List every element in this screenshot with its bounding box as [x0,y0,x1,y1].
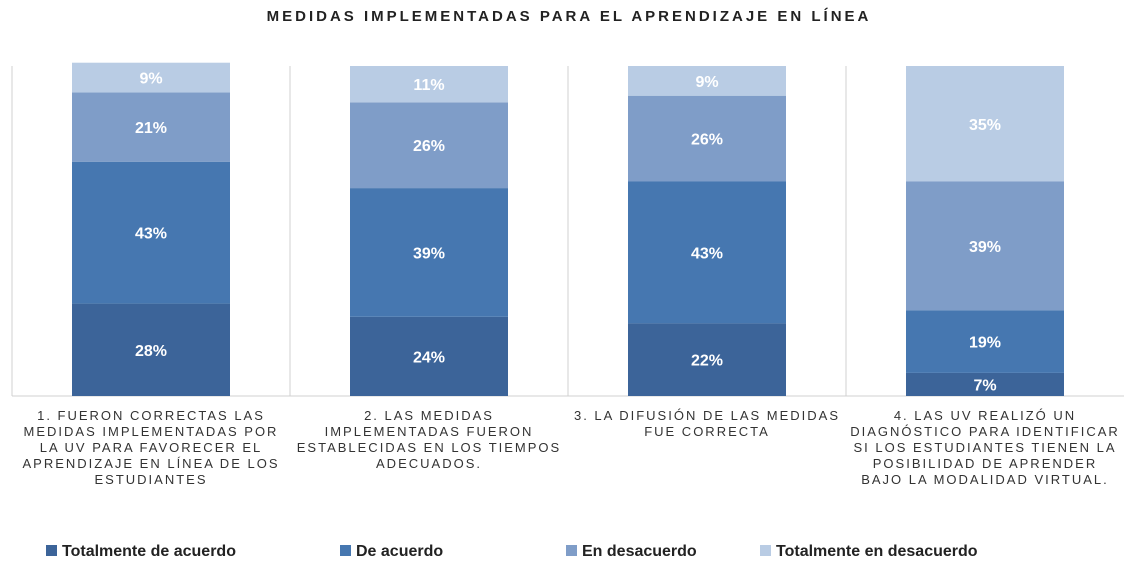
bar-segment [628,323,786,396]
bar-segment [72,62,230,93]
legend-entry: En desacuerdo [566,543,697,561]
chart-title: MEDIDAS IMPLEMENTADAS PARA EL APRENDIZAJ… [266,8,872,25]
value-label: 24% [413,349,445,366]
value-label: 19% [969,335,1001,352]
value-label: 39% [969,239,1001,256]
legend-entry: Totalmente en desacuerdo [760,543,978,561]
legend-swatch [566,545,577,556]
bar-segment [628,181,786,324]
legend-entry: De acuerdo [340,543,443,561]
legend-swatch [760,545,771,556]
x-tick-label: 1. FUERON CORRECTAS LAS MEDIDAS IMPLEMEN… [22,408,280,487]
bar-segment [72,92,230,162]
legend-label: Totalmente de acuerdo [62,543,236,560]
legend-label: Totalmente en desacuerdo [776,543,978,560]
value-label: 43% [691,245,723,262]
value-label: 22% [691,353,723,370]
value-label: 26% [413,138,445,155]
bar-segment [350,66,508,103]
x-tick-label: 3. LA DIFUSIÓN DE LAS MEDIDAS FUE CORREC… [573,408,841,439]
legend-label: De acuerdo [356,543,444,560]
legend-swatch [46,545,57,556]
bar-segment [350,102,508,189]
bar-segment [628,95,786,182]
x-tick-label: 4. LAS UV REALIZÓ UN DIAGNÓSTICO PARA ID… [850,408,1120,487]
bar-segment [906,66,1064,182]
value-label: 9% [139,71,162,88]
legend-swatch [340,545,351,556]
legend-entry: Totalmente de acuerdo [46,543,236,561]
value-label: 21% [135,120,167,137]
bar-segment [72,161,230,304]
bar-segment [350,316,508,396]
value-label: 43% [135,226,167,243]
bar-segment [628,66,786,96]
value-label: 39% [413,245,445,262]
x-tick-label: 2. LAS MEDIDAS IMPLEMENTADAS FUERON ESTA… [296,408,562,471]
value-label: 35% [969,117,1001,134]
value-label: 9% [695,74,718,91]
bar-segment [906,310,1064,373]
value-label: 26% [691,132,723,149]
bar-segment [906,181,1064,311]
value-label: 28% [135,343,167,360]
bar-segment [72,303,230,396]
bar-segment [350,188,508,317]
value-label: 7% [973,377,996,394]
legend-label: En desacuerdo [582,543,697,560]
bar-segment [906,372,1064,396]
value-label: 11% [413,77,444,94]
